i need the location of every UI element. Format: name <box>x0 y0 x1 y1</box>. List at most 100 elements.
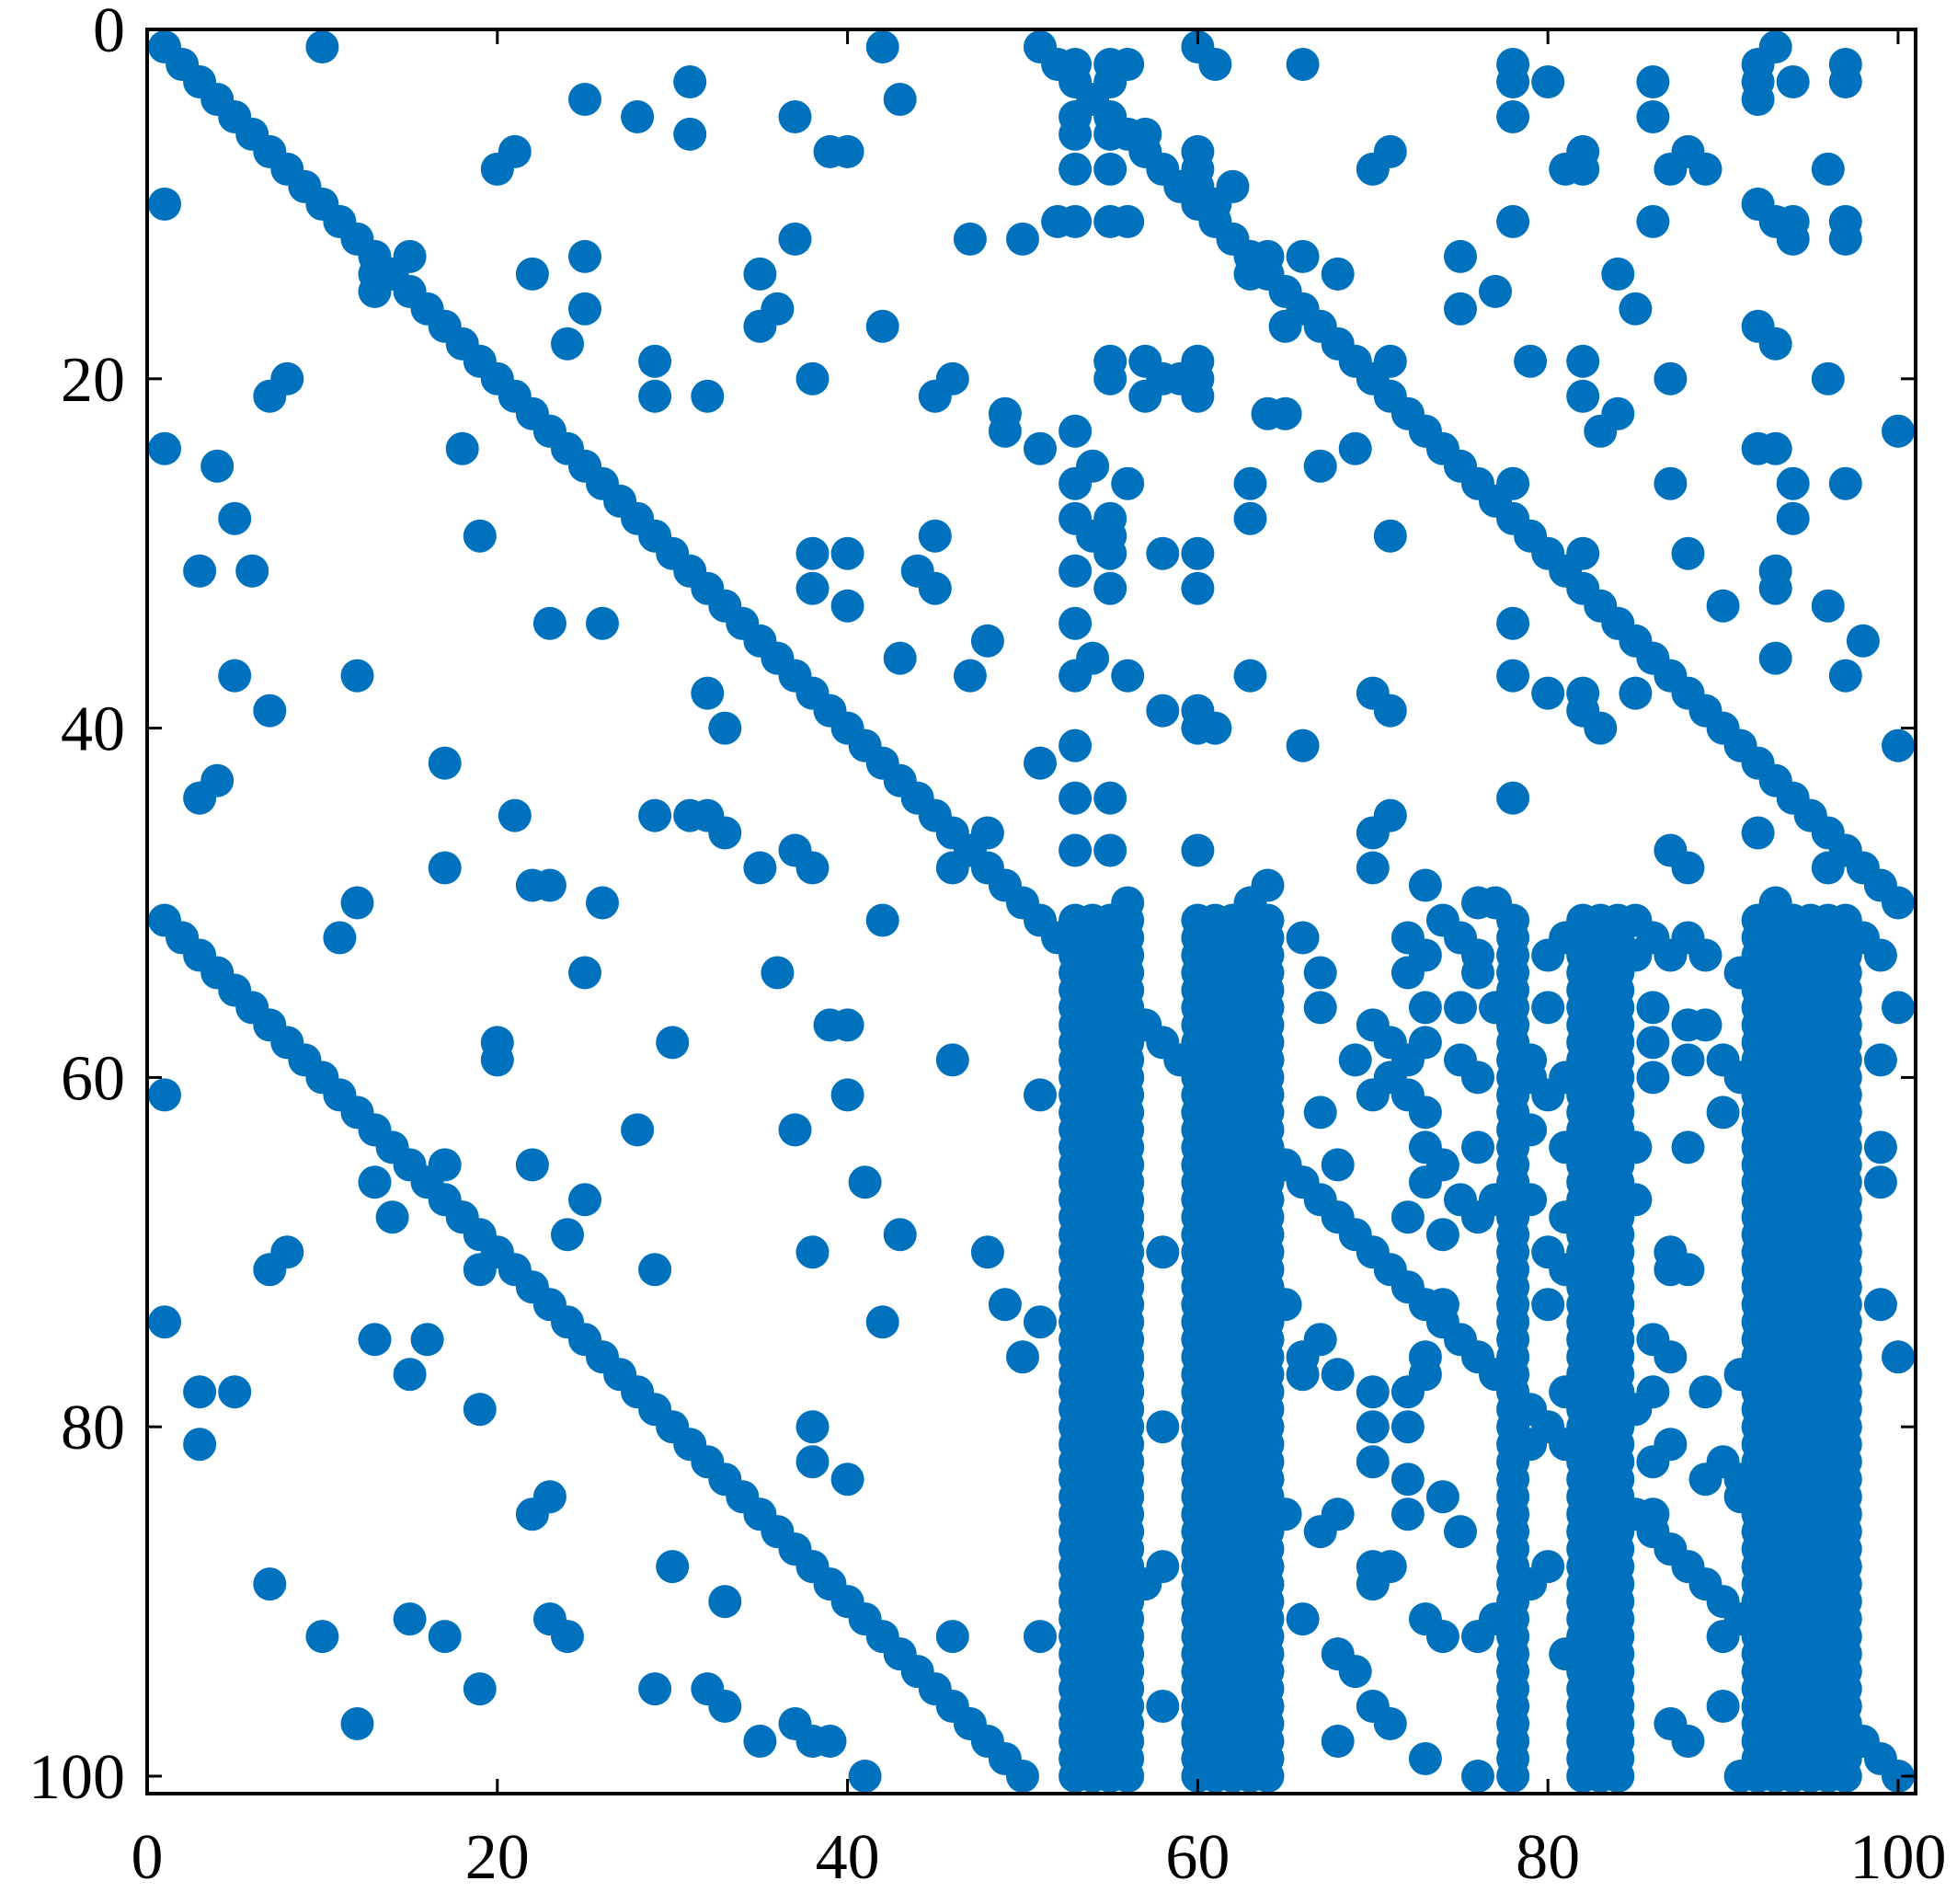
data-point <box>1688 1375 1722 1409</box>
data-point <box>1093 361 1127 396</box>
data-point <box>1758 431 1792 465</box>
data-point <box>1286 921 1320 955</box>
data-point <box>305 1620 339 1654</box>
data-point <box>428 746 462 780</box>
data-point <box>1496 1358 1530 1392</box>
data-point <box>1496 1760 1530 1793</box>
data-point <box>340 1707 374 1740</box>
data-point <box>1619 1393 1653 1427</box>
data-point <box>743 309 777 343</box>
data-point <box>532 606 566 640</box>
data-point <box>1496 100 1530 133</box>
data-point <box>568 1183 601 1217</box>
data-point <box>1024 1078 1057 1112</box>
data-point <box>1128 1567 1162 1601</box>
data-point <box>1146 536 1180 570</box>
data-point <box>1286 1602 1320 1636</box>
data-point <box>340 886 374 920</box>
data-point <box>1338 1655 1372 1689</box>
data-point <box>586 606 619 640</box>
data-point <box>970 1235 1004 1269</box>
data-point <box>1146 1690 1180 1723</box>
data-point <box>1181 379 1215 413</box>
data-point <box>568 292 601 326</box>
data-point <box>1390 1410 1425 1444</box>
data-point <box>1531 65 1565 98</box>
data-point <box>1146 694 1180 728</box>
data-point <box>883 1218 917 1252</box>
data-point <box>1882 1760 1915 1793</box>
data-point <box>183 1375 217 1409</box>
data-point <box>1723 1760 1757 1793</box>
data-point <box>1566 536 1600 570</box>
data-point <box>1408 868 1442 902</box>
data-point <box>1863 1130 1897 1164</box>
data-point <box>1286 728 1320 763</box>
data-point <box>1390 1462 1425 1497</box>
data-point <box>813 1725 847 1758</box>
data-point <box>1479 991 1512 1025</box>
data-point <box>1654 152 1688 186</box>
data-point <box>935 851 969 885</box>
data-point <box>1444 292 1477 326</box>
plot-frame <box>145 28 1917 1795</box>
data-point <box>1828 222 1862 256</box>
data-point <box>708 711 742 745</box>
data-point <box>1863 1043 1897 1077</box>
data-point <box>235 554 269 588</box>
data-point <box>1444 239 1477 273</box>
data-point <box>1531 1078 1565 1112</box>
data-point <box>830 134 864 168</box>
data-point <box>1233 257 1267 291</box>
data-point <box>795 536 830 570</box>
data-point <box>1706 1690 1740 1723</box>
data-point <box>358 1323 392 1357</box>
data-point <box>1356 1078 1390 1112</box>
data-point <box>1461 1200 1494 1234</box>
data-point <box>1233 501 1267 535</box>
data-point <box>1198 711 1232 745</box>
data-point <box>1111 204 1145 238</box>
data-point <box>743 257 777 291</box>
data-point <box>428 1620 462 1654</box>
data-point <box>253 1567 287 1601</box>
data-point <box>445 431 479 465</box>
data-point <box>708 1585 742 1619</box>
data-point <box>970 624 1004 658</box>
data-point <box>1479 274 1512 308</box>
data-point <box>1882 1340 1915 1374</box>
y-tick-label: 60 <box>61 1043 125 1114</box>
data-point <box>1811 589 1845 623</box>
data-point <box>253 379 287 413</box>
data-point <box>1059 117 1093 151</box>
data-point <box>1321 257 1355 291</box>
data-point <box>1356 851 1390 885</box>
data-point <box>1146 1235 1180 1269</box>
data-point <box>1671 1253 1705 1287</box>
data-point <box>1390 1375 1425 1409</box>
data-point <box>1390 1497 1425 1531</box>
data-point <box>1093 571 1127 605</box>
data-point <box>1828 659 1862 693</box>
data-point <box>551 327 584 361</box>
data-point <box>621 100 655 133</box>
data-point <box>1390 1200 1425 1234</box>
data-point <box>1268 396 1302 430</box>
data-point <box>1566 152 1600 186</box>
data-point <box>708 816 742 850</box>
data-point <box>1811 361 1845 396</box>
data-point <box>480 1043 514 1077</box>
data-point <box>691 676 725 710</box>
data-point <box>1671 1130 1705 1164</box>
data-point <box>1758 327 1792 361</box>
data-point <box>183 1428 217 1462</box>
data-point <box>1688 152 1722 186</box>
data-point <box>1828 1690 1862 1723</box>
data-point <box>1514 1428 1548 1462</box>
data-point <box>1373 344 1407 378</box>
data-point <box>1444 991 1477 1025</box>
data-point <box>1636 204 1670 238</box>
data-point <box>1128 379 1162 413</box>
data-point <box>638 798 672 832</box>
data-point <box>848 1165 882 1199</box>
